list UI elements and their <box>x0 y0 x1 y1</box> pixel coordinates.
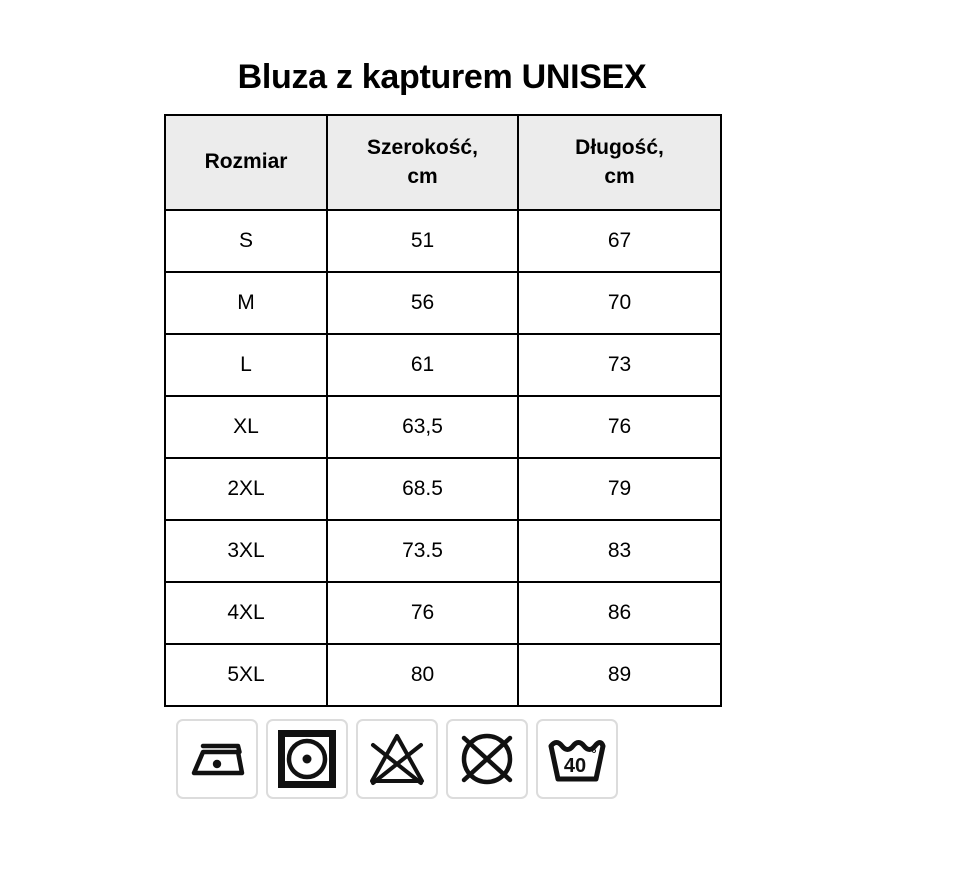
table-row: 5XL 80 89 <box>164 643 722 707</box>
column-header-length-line1: Długość, <box>575 136 664 160</box>
table-row: 2XL 68.5 79 <box>164 457 722 521</box>
cell-width: 76 <box>326 581 519 645</box>
cell-length: 70 <box>517 271 722 335</box>
do-not-bleach-icon <box>356 719 438 799</box>
column-header-length-line2: cm <box>604 164 635 188</box>
cell-width: 73.5 <box>326 519 519 583</box>
table-row: 4XL 76 86 <box>164 581 722 645</box>
cell-width: 61 <box>326 333 519 397</box>
table-row: S 51 67 <box>164 209 722 273</box>
tumble-dry-icon <box>266 719 348 799</box>
table-row: L 61 73 <box>164 333 722 397</box>
cell-length: 89 <box>517 643 722 707</box>
wash-degree-symbol: ° <box>591 746 596 761</box>
cell-size: 2XL <box>164 457 328 521</box>
cell-width: 51 <box>326 209 519 273</box>
wash-40-icon: 40 ° <box>536 719 618 799</box>
column-header-size-line1: Rozmiar <box>204 150 288 174</box>
table-row: M 56 70 <box>164 271 722 335</box>
column-header-width: Szerokość, cm <box>326 114 519 211</box>
page-title: Bluza z kapturem UNISEX <box>237 58 647 96</box>
cell-length: 86 <box>517 581 722 645</box>
wash-temperature-label: 40 <box>564 755 586 777</box>
cell-length: 83 <box>517 519 722 583</box>
cell-width: 80 <box>326 643 519 707</box>
cell-width: 68.5 <box>326 457 519 521</box>
cell-size: 4XL <box>164 581 328 645</box>
cell-size: 3XL <box>164 519 328 583</box>
cell-width: 63,5 <box>326 395 519 459</box>
size-table-body: S 51 67 M 56 70 L 61 73 XL 63,5 76 2XL 6 <box>164 209 722 707</box>
cell-length: 67 <box>517 209 722 273</box>
size-table: Rozmiar Szerokość, cm Długość, cm S 51 6… <box>164 114 722 707</box>
size-table-header: Rozmiar Szerokość, cm Długość, cm <box>164 114 722 211</box>
column-header-width-line1: Szerokość, <box>367 136 478 160</box>
cell-width: 56 <box>326 271 519 335</box>
column-header-length: Długość, cm <box>517 114 722 211</box>
column-header-size: Rozmiar <box>164 114 328 211</box>
iron-low-temperature-icon <box>176 719 258 799</box>
cell-length: 76 <box>517 395 722 459</box>
table-row: XL 63,5 76 <box>164 395 722 459</box>
cell-size: S <box>164 209 328 273</box>
cell-length: 73 <box>517 333 722 397</box>
table-header-row: Rozmiar Szerokość, cm Długość, cm <box>164 114 722 211</box>
cell-size: L <box>164 333 328 397</box>
cell-size: XL <box>164 395 328 459</box>
do-not-dry-clean-icon <box>446 719 528 799</box>
cell-size: M <box>164 271 328 335</box>
cell-length: 79 <box>517 457 722 521</box>
table-row: 3XL 73.5 83 <box>164 519 722 583</box>
column-header-width-line2: cm <box>407 164 438 188</box>
cell-size: 5XL <box>164 643 328 707</box>
care-symbols-row: 40 ° <box>176 719 618 799</box>
